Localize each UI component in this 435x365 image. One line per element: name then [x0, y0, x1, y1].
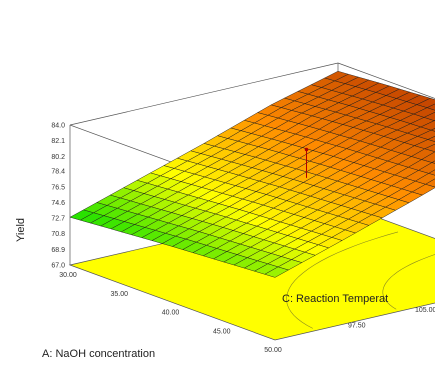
- surface-cell: [430, 128, 435, 132]
- x-axis-label: A: NaOH concentration: [42, 348, 155, 360]
- surface-cell: [264, 266, 289, 278]
- surface-mesh: [69, 70, 435, 278]
- x-tick-label: 50.00: [264, 347, 282, 354]
- x-tick-label: 40.00: [162, 310, 180, 317]
- tick-labels: 67.0 68.9 70.8 72.7 74.6 76.5 78.4 80.2 82.1 84.0…: [51, 123, 435, 355]
- z-tick-label: 80.2: [51, 154, 65, 161]
- z-tick-label: 67.0: [51, 263, 65, 270]
- z-tick-label: 68.9: [51, 247, 65, 254]
- y-tick-label: 97.50: [348, 323, 366, 330]
- z-tick-label: 78.4: [51, 169, 65, 176]
- z-tick-label: 74.6: [51, 200, 65, 207]
- contour-line: [382, 254, 435, 310]
- z-tick-label: 70.8: [51, 231, 65, 238]
- z-axis-label: Yield: [15, 218, 27, 242]
- contour-line: [286, 231, 399, 329]
- design-point: [304, 147, 309, 152]
- x-tick-label: 35.00: [110, 291, 128, 298]
- z-tick-label: 72.7: [51, 216, 65, 223]
- design-point-marker: [304, 147, 309, 178]
- z-tick-label: 76.5: [51, 184, 65, 191]
- y-axis-label: C: Reaction Temperat: [282, 293, 388, 305]
- axis-box-edge: [337, 62, 435, 99]
- surface-cell: [428, 169, 435, 176]
- axis-box-edge: [69, 62, 339, 126]
- z-tick-label: 84.0: [51, 123, 65, 130]
- x-tick-label: 30.00: [59, 272, 77, 279]
- y-tick-label: 105.00: [415, 307, 435, 314]
- z-tick-label: 82.1: [51, 138, 65, 145]
- surface-cell: [431, 160, 435, 164]
- x-tick-label: 45.00: [213, 328, 231, 335]
